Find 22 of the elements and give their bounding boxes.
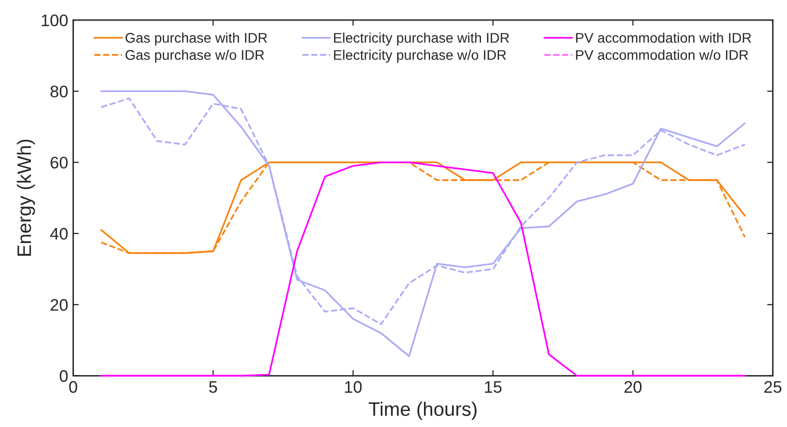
legend-label: Gas purchase with IDR — [126, 32, 268, 46]
x-tick-label: 5 — [209, 381, 218, 393]
x-tick-label: 0 — [69, 381, 78, 393]
y-axis-title: Energy (kWh) — [16, 140, 35, 256]
y-tick-label: 60 — [50, 156, 68, 169]
y-tick-label: 80 — [50, 86, 68, 98]
legend-label: Electricity purchase with IDR — [334, 32, 510, 46]
legend-label: Gas purchase w/o IDR — [126, 50, 264, 63]
y-tick-label: 20 — [50, 299, 68, 311]
legend-label: Electricity purchase w/o IDR — [334, 50, 506, 63]
line-series — [100, 162, 746, 254]
y-tick-label: 0 — [60, 370, 68, 382]
x-tick-label: 15 — [484, 381, 502, 393]
line-series — [100, 162, 746, 377]
legend-label: PV accommodation with IDR — [576, 32, 752, 43]
x-axis-title: Time (hours) — [368, 402, 477, 420]
y-tick-label: 40 — [50, 228, 68, 240]
y-tick-label: 100 — [42, 14, 68, 26]
legend-label: PV accommodation w/o IDR — [576, 50, 748, 60]
x-tick-label: 10 — [345, 381, 362, 393]
x-tick-label: 20 — [624, 381, 642, 393]
x-tick-label: 25 — [764, 381, 782, 393]
